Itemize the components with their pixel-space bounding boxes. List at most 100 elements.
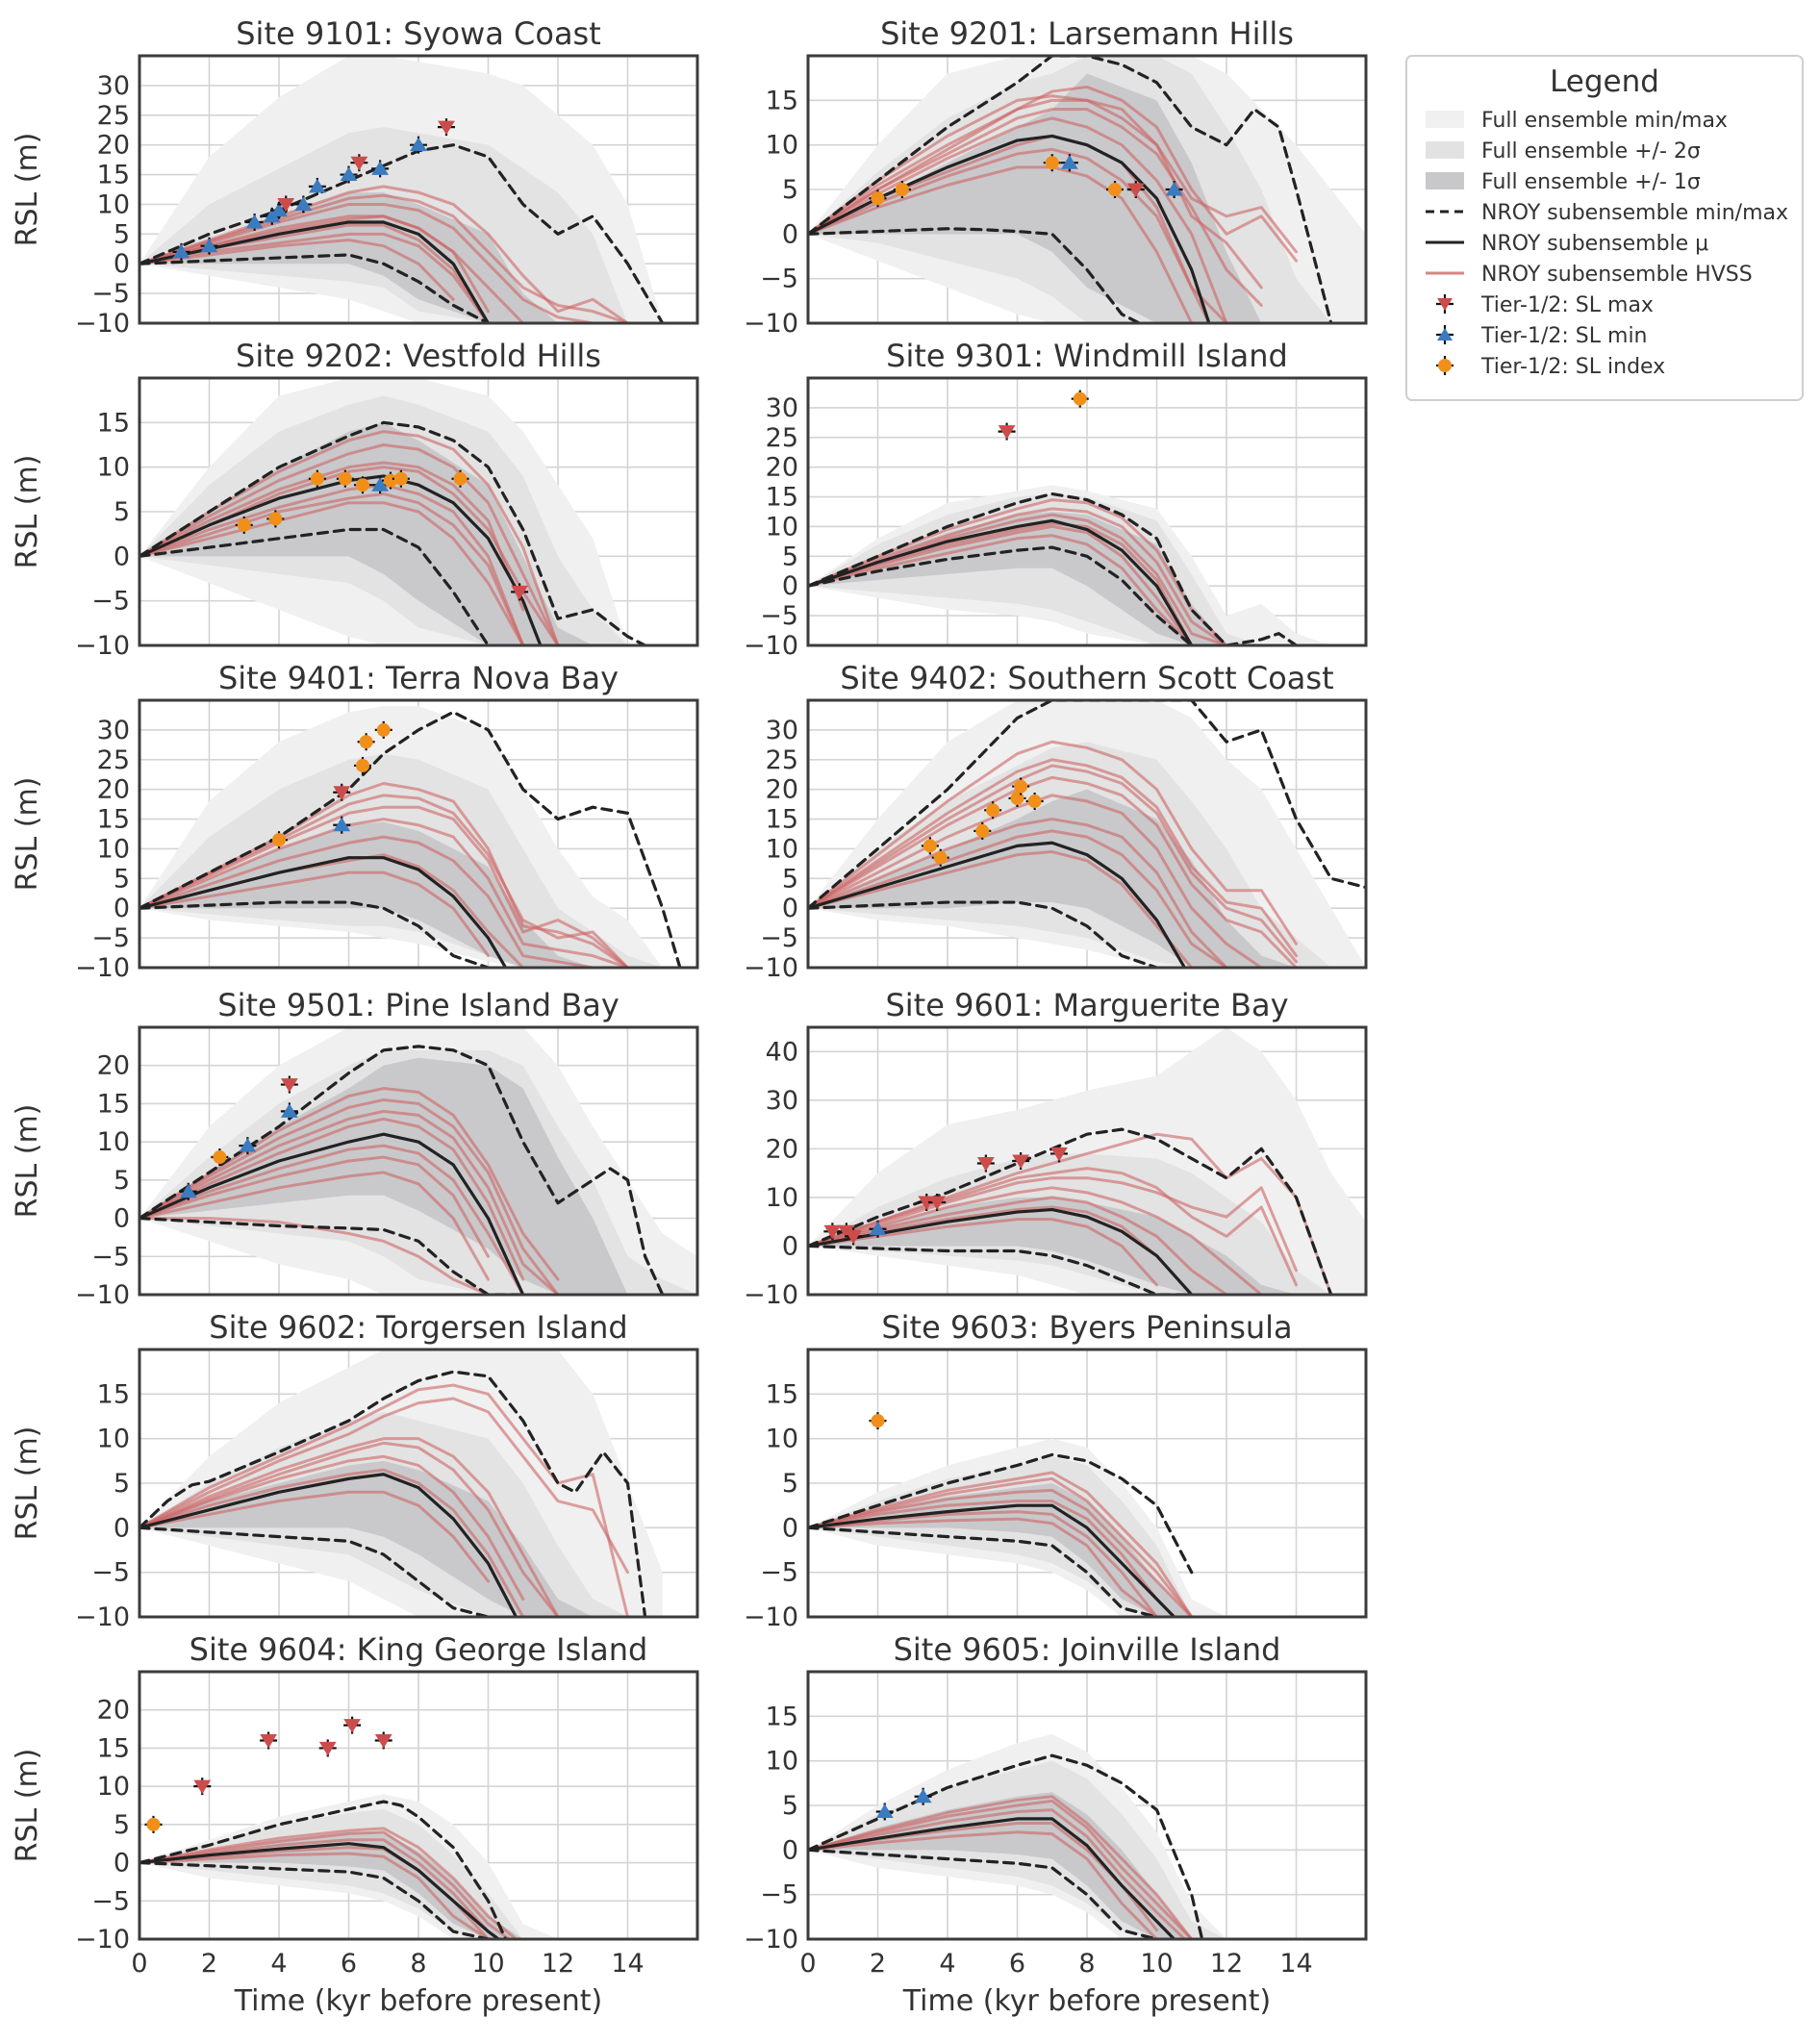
hvss-line <box>808 147 1228 323</box>
hvss-line <box>139 202 594 323</box>
hvss-line <box>808 818 1228 968</box>
hvss-line <box>808 1186 1263 1295</box>
hvss-line <box>139 492 525 645</box>
y-tick-label: 0 <box>782 571 798 601</box>
hvss-line <box>808 507 1228 645</box>
obs-index-marker <box>392 469 410 488</box>
y-tick-label: 20 <box>97 775 130 805</box>
hvss-line <box>808 1799 1194 1939</box>
y-tick-label: 10 <box>766 1183 798 1213</box>
sl-max-marker <box>374 1733 392 1749</box>
sl-index-marker <box>1010 791 1024 805</box>
hvss-line <box>139 232 490 323</box>
sl-index-marker <box>356 758 369 772</box>
y-tick-label: 20 <box>766 1134 798 1164</box>
obs-index-marker <box>235 516 253 534</box>
hvss-line <box>808 829 1228 968</box>
legend-label: NROY subensemble μ <box>1481 232 1708 256</box>
hvss-line <box>808 94 1263 290</box>
axes-frame <box>138 54 699 325</box>
obs-max-marker <box>998 422 1016 441</box>
subplot-title: Site 9605: Joinville Island <box>894 1631 1281 1668</box>
plot-data <box>808 1412 1226 1617</box>
sl-index-marker <box>933 850 948 865</box>
x-tick-label: 0 <box>799 1949 816 1979</box>
hvss-line <box>808 1500 1158 1601</box>
plot-data <box>139 1349 663 1617</box>
sl-min-marker <box>294 196 313 211</box>
hvss-line <box>808 98 1298 254</box>
sl-max-marker <box>1126 183 1145 197</box>
nroy-mean-line <box>808 1503 1176 1617</box>
y-tick-label: 10 <box>766 1747 798 1777</box>
y-tick-label: 0 <box>782 1835 798 1865</box>
hvss-line <box>139 501 525 645</box>
y-tick-label: 10 <box>766 131 798 161</box>
hvss-line <box>139 443 560 645</box>
axes-frame <box>806 54 1368 325</box>
nroy-min-line <box>139 253 491 323</box>
sl-min-marker <box>371 161 390 175</box>
nroy-min-line <box>808 1848 1159 1939</box>
x-tick-label: 14 <box>1279 1949 1312 1979</box>
hvss-line <box>139 835 594 968</box>
hvss-line <box>139 1144 525 1295</box>
legend-item: Full ensemble +/- 2σ <box>1426 139 1701 164</box>
nroy-min-line <box>808 227 1141 323</box>
y-tick-label: −10 <box>744 953 798 983</box>
y-tick-label: 15 <box>97 1089 130 1119</box>
ensemble-1sigma-band <box>139 1831 558 1939</box>
obs-index-marker <box>1025 793 1044 811</box>
axes-frame <box>806 698 1368 970</box>
hvss-line <box>139 1468 525 1617</box>
subplot: Site 9604: King George Island20151050−5−… <box>11 1631 699 2018</box>
y-tick-label: 0 <box>114 1849 130 1879</box>
obs-index-marker <box>354 756 371 774</box>
nroy-min-line <box>139 1216 525 1295</box>
sl-index-marker <box>1027 794 1042 809</box>
obs-index-marker <box>931 848 949 867</box>
legend: Legend Full ensemble min/max Full ensemble… <box>1405 55 1804 401</box>
nroy-max-line <box>139 1800 508 1939</box>
y-tick-label: 15 <box>766 805 798 835</box>
hvss-line <box>808 1808 1186 1939</box>
obs-max-marker <box>318 1739 337 1757</box>
y-tick-label: 0 <box>114 542 130 571</box>
obs-index-marker <box>270 831 288 849</box>
ensemble-1sigma-band <box>808 789 1366 968</box>
obs-max-marker <box>343 1716 362 1734</box>
obs-max-marker <box>845 1227 863 1246</box>
y-axis-label: RSL (m) <box>11 133 44 247</box>
y-axis: 40 30 20 10 0 −10 <box>744 1037 798 1310</box>
y-axis-label: RSL (m) <box>11 1749 44 1863</box>
obs-index-marker <box>354 476 371 494</box>
nroy-min-line <box>808 1244 1194 1295</box>
y-tick-label: 25 <box>766 745 798 775</box>
x-tick-label: 14 <box>611 1949 644 1979</box>
hvss-line <box>808 108 1263 307</box>
plot-data <box>808 700 1366 968</box>
y-tick-label: 15 <box>97 1379 130 1409</box>
hvss-line <box>139 1397 629 1575</box>
legend-item: Tier-1/2: SL min <box>1436 324 1648 348</box>
sl-max-marker <box>277 197 295 213</box>
hvss-line <box>139 1383 629 1617</box>
y-tick-label: 5 <box>782 1469 798 1499</box>
obs-min-marker <box>875 1803 894 1821</box>
sl-min-marker <box>410 137 427 152</box>
nroy-mean-line <box>808 1207 1194 1295</box>
sl-min-marker <box>179 1183 197 1198</box>
nroy-max-line <box>808 492 1299 645</box>
obs-max-marker <box>1050 1145 1068 1163</box>
obs-min-marker <box>280 1102 298 1121</box>
sl-min-marker <box>270 202 288 217</box>
nroy-mean-line <box>139 856 508 968</box>
nroy-max-line <box>808 700 1366 910</box>
subplot: Site 9202: Vestfold Hills 15 10 5 0 −5 −10 RSL … <box>11 338 699 661</box>
sl-min-marker <box>1060 155 1078 169</box>
sl-index-marker <box>393 471 408 486</box>
x-tick-label: 8 <box>1078 1949 1095 1979</box>
